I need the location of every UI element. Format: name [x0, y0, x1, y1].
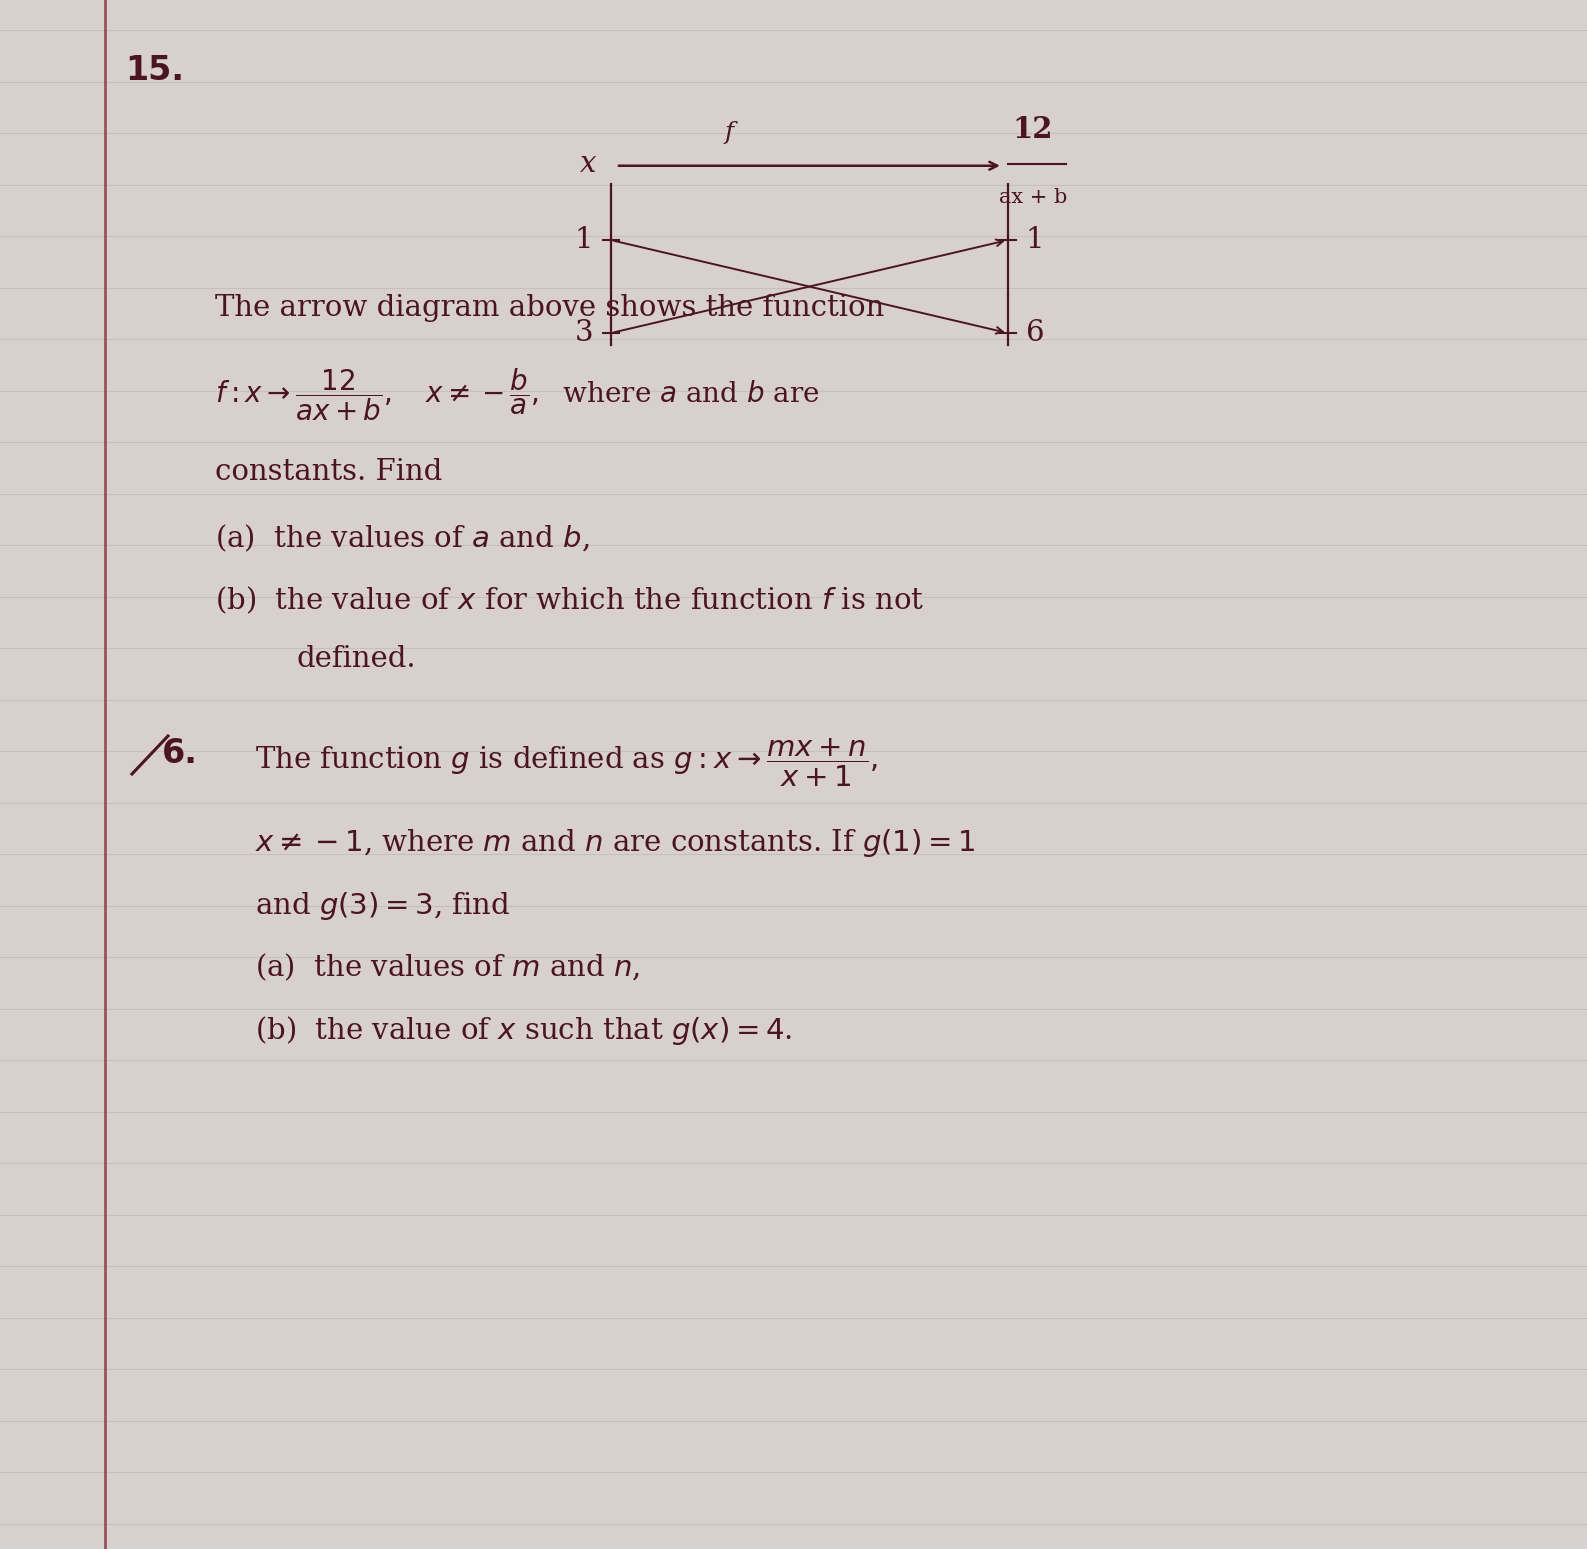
Text: f: f — [725, 121, 735, 144]
Text: 6: 6 — [1025, 319, 1044, 347]
Text: $x \neq -1$, where $m$ and $n$ are constants. If $g(1) = 1$: $x \neq -1$, where $m$ and $n$ are const… — [256, 827, 976, 860]
Text: 12: 12 — [1013, 115, 1054, 144]
Text: constants. Find: constants. Find — [214, 459, 443, 486]
Text: 6.: 6. — [162, 737, 198, 770]
Text: (a)  the values of $a$ and $b$,: (a) the values of $a$ and $b$, — [214, 524, 589, 555]
Text: ax + b: ax + b — [998, 187, 1066, 206]
Text: 15.: 15. — [125, 54, 184, 87]
Text: and $g(3) = 3$, find: and $g(3) = 3$, find — [256, 891, 511, 922]
Text: defined.: defined. — [297, 644, 417, 672]
Text: 1: 1 — [574, 226, 594, 254]
Text: 1: 1 — [1025, 226, 1044, 254]
Text: x: x — [579, 150, 597, 178]
Text: (b)  the value of $x$ such that $g(x) = 4$.: (b) the value of $x$ such that $g(x) = 4… — [256, 1015, 792, 1047]
Text: 3: 3 — [574, 319, 594, 347]
Text: (a)  the values of $m$ and $n$,: (a) the values of $m$ and $n$, — [256, 953, 640, 984]
Text: The function $g$ is defined as $g : x \rightarrow \dfrac{mx + n}{x + 1},$: The function $g$ is defined as $g : x \r… — [256, 737, 878, 788]
Text: The arrow diagram above shows the function: The arrow diagram above shows the functi… — [214, 294, 884, 322]
Text: $f : x \rightarrow \dfrac{12}{ax + b},\quad x \neq -\dfrac{b}{a},$  where $a$ an: $f : x \rightarrow \dfrac{12}{ax + b},\q… — [214, 366, 819, 423]
Text: (b)  the value of $x$ for which the function $f$ is not: (b) the value of $x$ for which the funct… — [214, 586, 924, 617]
